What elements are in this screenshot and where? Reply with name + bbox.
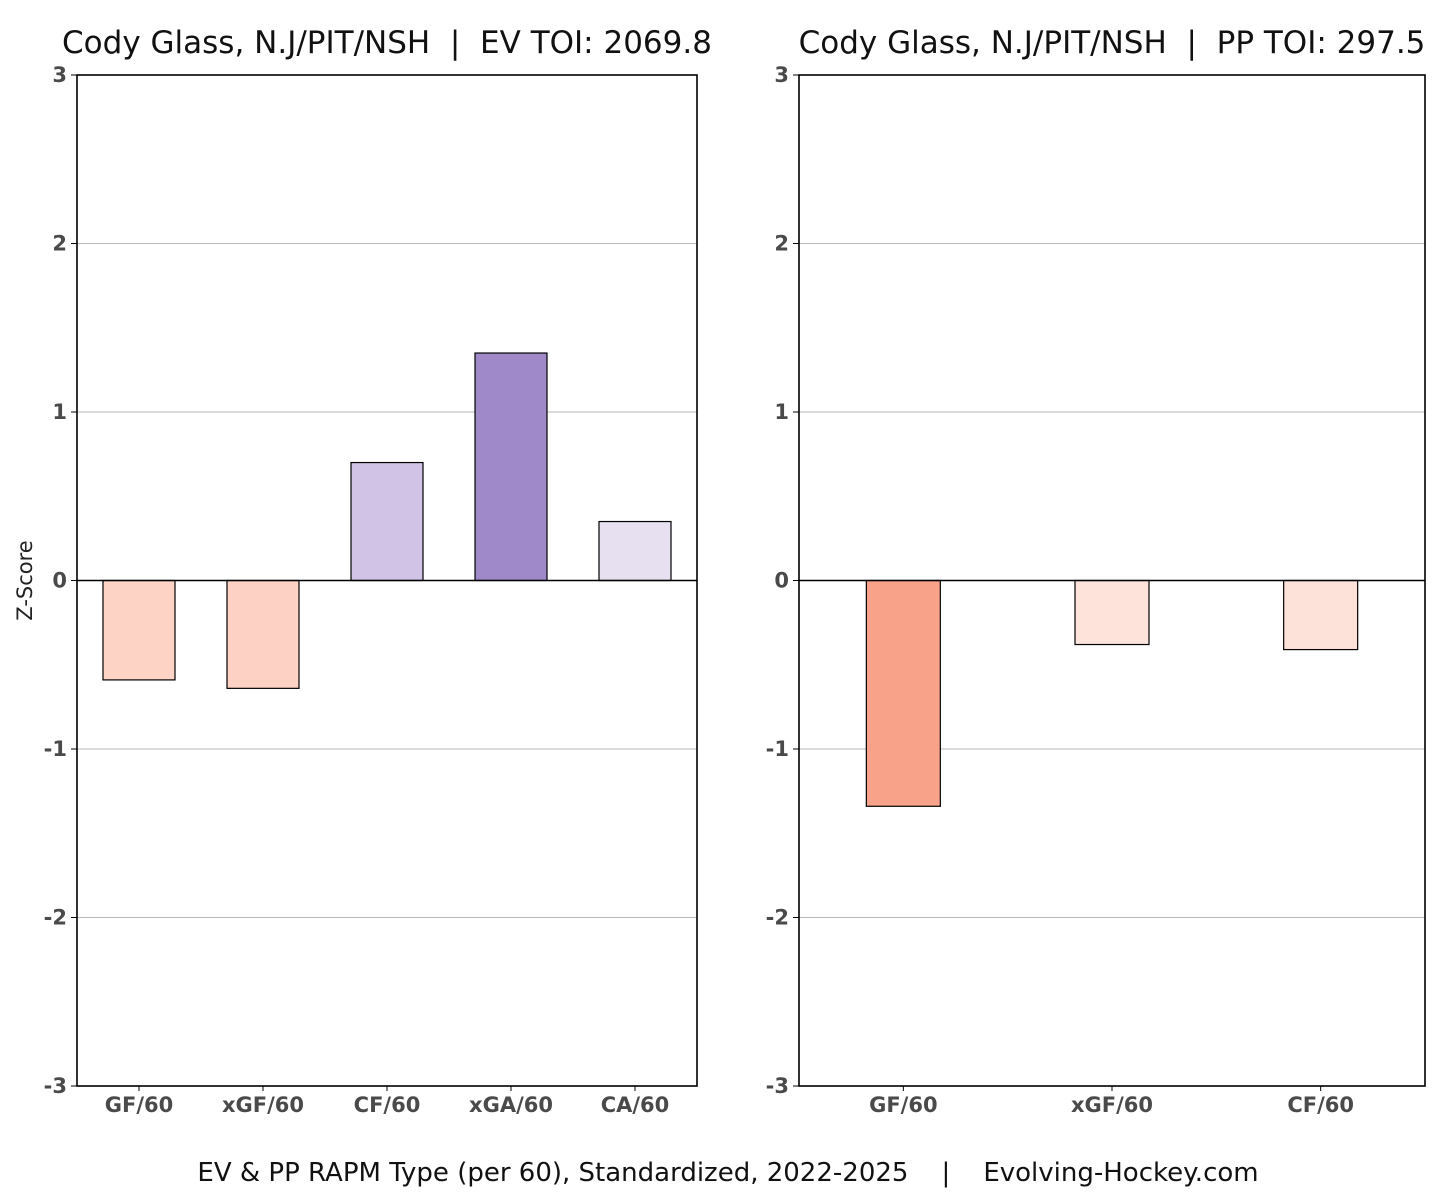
x-tick-label: xGA/60 xyxy=(469,1093,553,1117)
bar-xgf-60 xyxy=(226,579,300,689)
y-tick-label: 3 xyxy=(774,63,789,87)
bar-cf-60 xyxy=(1283,579,1359,651)
y-tick-label: 1 xyxy=(52,400,67,424)
bar-xgf-60 xyxy=(1074,579,1150,646)
y-tick-label: -2 xyxy=(766,906,789,930)
y-tick-label: 0 xyxy=(774,569,789,593)
bar-ca-60 xyxy=(598,520,672,582)
x-tick-label: CF/60 xyxy=(354,1093,421,1117)
chart-title: Cody Glass, N.J/PIT/NSH | EV TOI: 2069.8 xyxy=(62,25,712,61)
y-tick-label: 3 xyxy=(52,63,67,87)
x-tick-label: xGF/60 xyxy=(222,1093,304,1117)
y-tick-label: 0 xyxy=(52,569,67,593)
x-tick-label: CA/60 xyxy=(601,1093,670,1117)
bar-gf-60 xyxy=(865,579,941,807)
chart-caption: EV & PP RAPM Type (per 60), Standardized… xyxy=(197,1158,1258,1188)
y-tick-label: 2 xyxy=(774,232,789,256)
y-tick-label: -3 xyxy=(766,1074,789,1098)
y-tick-label: 2 xyxy=(52,232,67,256)
y-tick-label: 1 xyxy=(774,400,789,424)
y-tick-label: -2 xyxy=(44,906,67,930)
bar-xga-60 xyxy=(474,352,548,582)
chart-title: Cody Glass, N.J/PIT/NSH | PP TOI: 297.5 xyxy=(799,25,1426,61)
bar-cf-60 xyxy=(350,461,424,582)
y-tick-label: -1 xyxy=(44,737,67,761)
ev-rapm-chart: GF/60 xGF/60 CF/60 xGA/60 CA/60 3 2 1 0 -1 -2 -3 Cod… xyxy=(13,25,712,1117)
y-tick-label: -3 xyxy=(44,1074,67,1098)
bar-gf-60 xyxy=(102,579,176,681)
y-tick-label: -1 xyxy=(766,737,789,761)
pp-rapm-chart: GF/60 xGF/60 CF/60 3 2 1 0 -1 -2 -3 Cody Glass, N.… xyxy=(766,25,1426,1117)
x-tick-label: GF/60 xyxy=(869,1093,937,1117)
y-axis-label: Z-Score xyxy=(13,540,37,620)
x-tick-label: xGF/60 xyxy=(1071,1093,1153,1117)
x-tick-label: CF/60 xyxy=(1287,1093,1354,1117)
x-tick-label: GF/60 xyxy=(105,1093,173,1117)
